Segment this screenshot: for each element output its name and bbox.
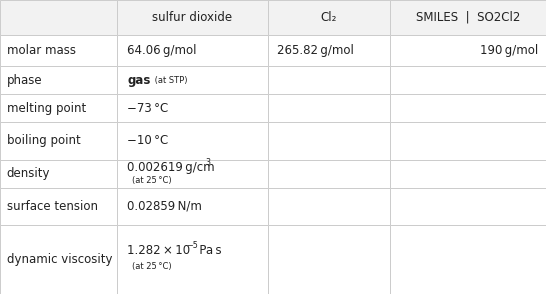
- Text: dynamic viscosity: dynamic viscosity: [7, 253, 112, 266]
- Bar: [390, 225, 546, 294]
- Text: −10 °C: −10 °C: [127, 134, 169, 148]
- Text: Pa s: Pa s: [197, 244, 222, 257]
- Bar: [390, 122, 546, 160]
- Bar: [390, 0, 546, 35]
- Bar: [0, 122, 117, 160]
- Bar: [117, 122, 268, 160]
- Bar: [0, 188, 117, 225]
- Text: −73 °C: −73 °C: [127, 102, 169, 115]
- Text: (at 25 °C): (at 25 °C): [132, 262, 171, 271]
- Bar: [268, 66, 390, 94]
- Text: SMILES  |  SO2Cl2: SMILES | SO2Cl2: [416, 11, 520, 24]
- Bar: [0, 160, 117, 188]
- Bar: [390, 188, 546, 225]
- Text: 190 g/mol: 190 g/mol: [479, 44, 538, 57]
- Bar: [268, 35, 390, 66]
- Bar: [390, 160, 546, 188]
- Text: −5: −5: [186, 241, 198, 250]
- Bar: [0, 35, 117, 66]
- Bar: [0, 66, 117, 94]
- Bar: [0, 94, 117, 122]
- Text: surface tension: surface tension: [7, 200, 98, 213]
- Bar: [0, 0, 117, 35]
- Text: (at 25 °C): (at 25 °C): [132, 176, 171, 186]
- Text: 0.02859 N/m: 0.02859 N/m: [127, 200, 202, 213]
- Bar: [268, 188, 390, 225]
- Bar: [0, 225, 117, 294]
- Bar: [117, 94, 268, 122]
- Bar: [117, 0, 268, 35]
- Bar: [268, 0, 390, 35]
- Text: gas: gas: [127, 74, 151, 87]
- Text: molar mass: molar mass: [7, 44, 75, 57]
- Bar: [117, 188, 268, 225]
- Text: density: density: [7, 167, 50, 180]
- Text: Cl₂: Cl₂: [321, 11, 337, 24]
- Text: 0.002619 g/cm: 0.002619 g/cm: [127, 161, 215, 174]
- Bar: [117, 160, 268, 188]
- Bar: [268, 225, 390, 294]
- Bar: [268, 94, 390, 122]
- Bar: [390, 94, 546, 122]
- Text: sulfur dioxide: sulfur dioxide: [152, 11, 233, 24]
- Bar: [390, 35, 546, 66]
- Bar: [390, 66, 546, 94]
- Text: 265.82 g/mol: 265.82 g/mol: [277, 44, 354, 57]
- Bar: [117, 225, 268, 294]
- Text: phase: phase: [7, 74, 42, 87]
- Bar: [117, 66, 268, 94]
- Text: (at STP): (at STP): [153, 76, 188, 85]
- Bar: [117, 35, 268, 66]
- Bar: [268, 122, 390, 160]
- Text: 64.06 g/mol: 64.06 g/mol: [127, 44, 197, 57]
- Text: 1.282 × 10: 1.282 × 10: [127, 244, 191, 257]
- Bar: [268, 160, 390, 188]
- Text: melting point: melting point: [7, 102, 86, 115]
- Text: 3: 3: [205, 158, 210, 167]
- Text: boiling point: boiling point: [7, 134, 80, 148]
